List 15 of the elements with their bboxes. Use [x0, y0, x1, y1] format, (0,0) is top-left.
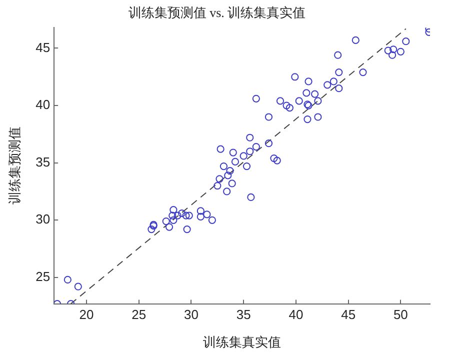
y-tick-label: 30	[36, 212, 50, 227]
x-tick-label: 35	[236, 307, 251, 322]
x-tick-label: 25	[132, 307, 146, 322]
chart-title: 训练集预测值 vs. 训练集真实值	[128, 5, 306, 20]
x-tick-label: 20	[79, 307, 94, 322]
x-tick-label: 50	[393, 307, 408, 322]
x-axis-title: 训练集真实值	[203, 334, 282, 350]
x-tick-label: 30	[184, 307, 198, 322]
y-tick-label: 45	[36, 40, 50, 55]
x-tick-label: 45	[341, 307, 356, 322]
y-axis-title: 训练集预测值	[7, 126, 22, 205]
y-tick-label: 35	[36, 154, 50, 170]
y-tick-label: 25	[36, 269, 50, 284]
y-tick-label: 40	[36, 97, 50, 112]
x-tick-label: 40	[288, 307, 304, 322]
